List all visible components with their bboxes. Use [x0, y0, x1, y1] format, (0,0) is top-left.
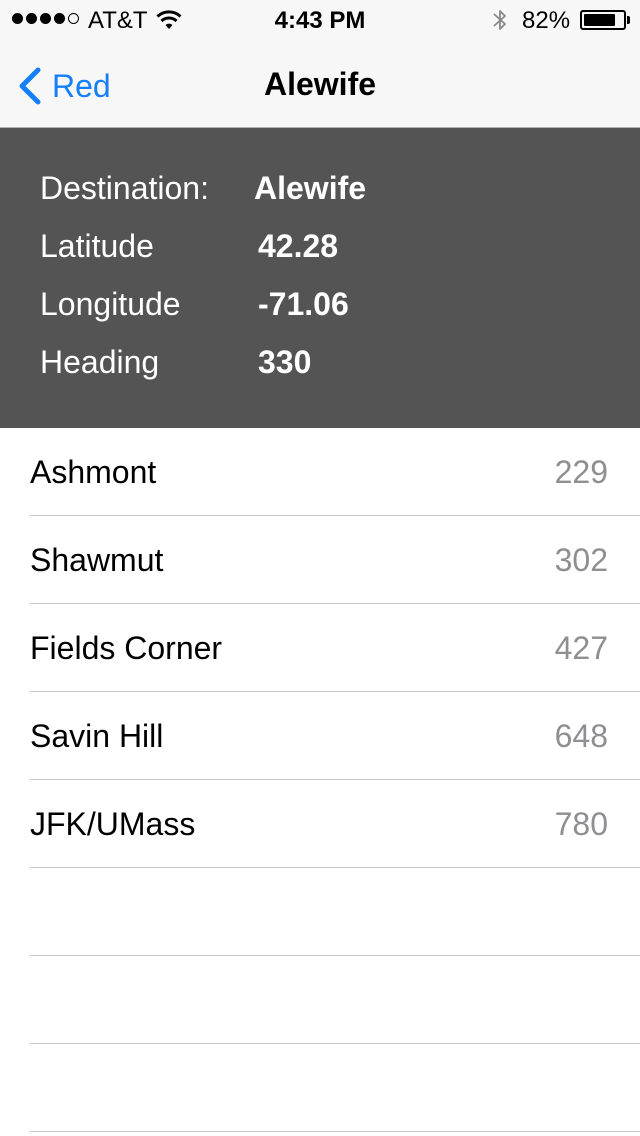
row-separator: [30, 603, 640, 604]
table-row[interactable]: Savin Hill 648: [0, 692, 640, 780]
station-value: 780: [554, 806, 608, 842]
station-name: Savin Hill: [30, 718, 164, 754]
row-separator: [30, 779, 640, 780]
info-value: 42.28: [258, 228, 339, 264]
station-name: Shawmut: [30, 542, 164, 578]
row-separator: [30, 867, 640, 868]
carrier-name: AT&T: [88, 7, 148, 34]
row-separator: [30, 691, 640, 692]
info-label: Latitude: [40, 228, 154, 264]
stations-table: Ashmont 229 Shawmut 302 Fields Corner 42…: [0, 428, 640, 1132]
back-button-label: Red: [52, 67, 111, 104]
info-value: Alewife: [254, 170, 367, 206]
table-row[interactable]: JFK/UMass 780: [0, 780, 640, 868]
destination-info-panel: Destination: Alewife Latitude 42.28 Long…: [0, 128, 640, 428]
battery-percent: 82%: [522, 7, 571, 34]
station-name: JFK/UMass: [30, 806, 196, 842]
page-title: Alewife: [263, 66, 377, 102]
info-value: 330: [258, 344, 312, 380]
info-label: Destination:: [40, 170, 209, 206]
info-label: Heading: [40, 344, 160, 380]
top-bar: AT&T 4:43 PM 82% Red Alewife: [0, 0, 640, 128]
navigation-bar: Red Alewife: [0, 40, 640, 128]
row-separator: [30, 1131, 640, 1132]
status-time: 4:43 PM: [274, 7, 366, 34]
info-label: Longitude: [40, 286, 181, 322]
battery-tip: [627, 16, 630, 24]
row-separator: [30, 955, 640, 956]
signal-dot: [68, 13, 79, 24]
table-row[interactable]: Ashmont 229: [0, 428, 640, 516]
signal-dot: [26, 13, 37, 24]
station-value: 302: [554, 542, 608, 578]
row-separator: [30, 1043, 640, 1044]
signal-strength-icon: [12, 13, 79, 24]
table-row[interactable]: Fields Corner 427: [0, 604, 640, 692]
signal-dot: [12, 13, 23, 24]
station-name: Fields Corner: [30, 630, 223, 666]
signal-dot: [40, 13, 51, 24]
station-value: 427: [554, 630, 608, 666]
empty-table-row: [0, 868, 640, 956]
info-value: -71.06: [258, 286, 349, 322]
station-value: 648: [554, 718, 608, 754]
status-bar: AT&T 4:43 PM 82%: [0, 0, 640, 40]
back-button[interactable]: Red: [14, 64, 111, 108]
signal-dot: [54, 13, 65, 24]
table-row[interactable]: Shawmut 302: [0, 516, 640, 604]
empty-table-row: [0, 1044, 640, 1132]
battery-level-fill: [584, 14, 616, 26]
wifi-icon: [156, 10, 182, 29]
station-value: 229: [554, 454, 608, 490]
empty-table-row: [0, 956, 640, 1044]
station-name: Ashmont: [30, 454, 157, 490]
battery-icon: [580, 10, 626, 30]
row-separator: [30, 515, 640, 516]
chevron-left-icon: [19, 67, 41, 105]
bluetooth-icon: [493, 10, 506, 30]
